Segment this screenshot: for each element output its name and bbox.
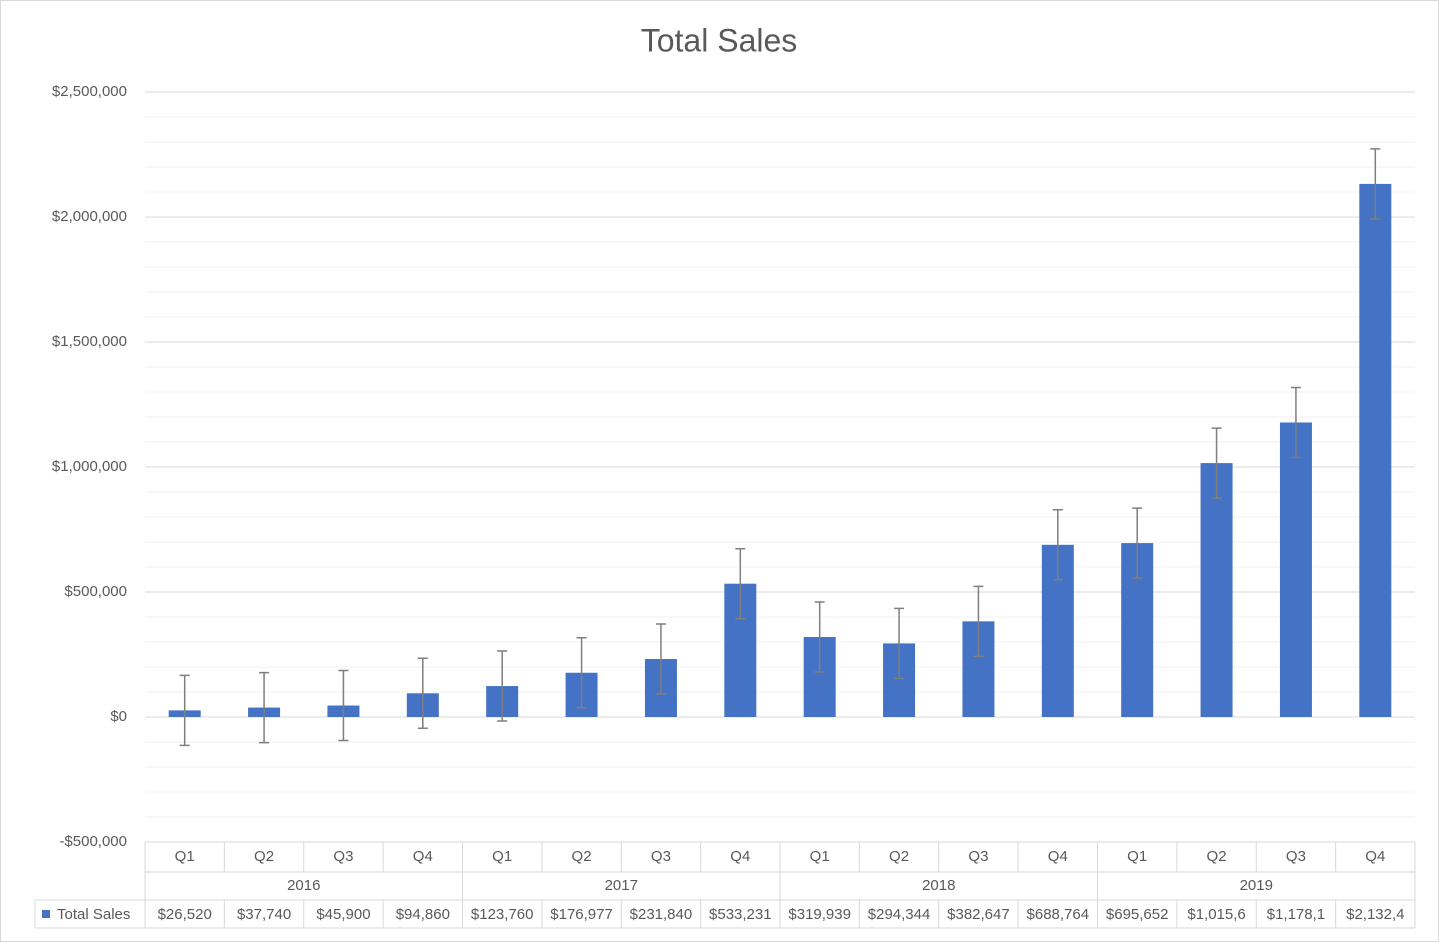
table-value: $533,231 bbox=[709, 906, 772, 923]
x-tick-label: Q3 bbox=[333, 848, 353, 865]
table-value: $688,764 bbox=[1027, 906, 1090, 923]
y-tick-label: $500,000 bbox=[64, 583, 127, 600]
x-tick-label: Q4 bbox=[1048, 848, 1068, 865]
x-tick-label: Q3 bbox=[1286, 848, 1306, 865]
error-bar bbox=[179, 674, 190, 747]
y-tick-label: $2,000,000 bbox=[52, 208, 127, 225]
error-bar bbox=[814, 601, 825, 673]
x-tick-label: Q2 bbox=[889, 848, 909, 865]
chart-title: Total Sales bbox=[641, 22, 798, 58]
table-value: $94,860 bbox=[396, 906, 450, 923]
error-bar bbox=[259, 671, 270, 744]
table-value: $1,178,1 bbox=[1267, 906, 1325, 923]
group-label: 2018 bbox=[922, 877, 955, 894]
error-bar bbox=[655, 623, 666, 695]
y-tick-label: $1,500,000 bbox=[52, 333, 127, 350]
x-tick-label: Q3 bbox=[968, 848, 988, 865]
bar bbox=[1279, 422, 1312, 717]
y-tick-label: $0 bbox=[110, 708, 127, 725]
y-tick-label: $1,000,000 bbox=[52, 458, 127, 475]
error-bar bbox=[497, 650, 508, 722]
table-value: $2,132,4 bbox=[1346, 906, 1404, 923]
group-label: 2019 bbox=[1240, 877, 1273, 894]
error-bar bbox=[1132, 507, 1143, 579]
table-value: $176,977 bbox=[550, 906, 613, 923]
y-tick-label: $2,500,000 bbox=[52, 83, 127, 100]
error-bar bbox=[1370, 148, 1381, 220]
bar bbox=[1359, 183, 1392, 717]
table-value: $45,900 bbox=[316, 906, 370, 923]
error-bar bbox=[576, 637, 587, 709]
x-tick-label: Q2 bbox=[1207, 848, 1227, 865]
x-tick-label: Q1 bbox=[1127, 848, 1147, 865]
table-value: $695,652 bbox=[1106, 906, 1169, 923]
table-value: $294,344 bbox=[868, 906, 931, 923]
table-value: $123,760 bbox=[471, 906, 534, 923]
x-tick-label: Q4 bbox=[730, 848, 750, 865]
x-tick-label: Q2 bbox=[572, 848, 592, 865]
x-tick-label: Q4 bbox=[1365, 848, 1385, 865]
table-value: $1,015,6 bbox=[1187, 906, 1245, 923]
error-bar bbox=[973, 585, 984, 658]
error-bar bbox=[338, 669, 349, 742]
x-tick-label: Q1 bbox=[492, 848, 512, 865]
legend-key bbox=[42, 910, 50, 918]
error-bar bbox=[894, 607, 905, 680]
group-label: 2016 bbox=[287, 877, 320, 894]
bar bbox=[1200, 463, 1233, 717]
x-tick-label: Q1 bbox=[175, 848, 195, 865]
error-bar bbox=[1211, 427, 1222, 499]
legend-label: Total Sales bbox=[57, 906, 130, 923]
x-tick-label: Q2 bbox=[254, 848, 274, 865]
error-bar bbox=[417, 657, 428, 730]
table-value: $319,939 bbox=[788, 906, 851, 923]
y-tick-label: -$500,000 bbox=[59, 833, 127, 850]
error-bar bbox=[1052, 509, 1063, 581]
table-value: $37,740 bbox=[237, 906, 291, 923]
x-tick-label: Q3 bbox=[651, 848, 671, 865]
error-bar bbox=[735, 547, 746, 620]
table-value: $231,840 bbox=[630, 906, 693, 923]
x-tick-label: Q1 bbox=[810, 848, 830, 865]
error-bar bbox=[1290, 386, 1301, 459]
table-value: $382,647 bbox=[947, 906, 1010, 923]
x-tick-label: Q4 bbox=[413, 848, 433, 865]
group-label: 2017 bbox=[605, 877, 638, 894]
table-value: $26,520 bbox=[158, 906, 212, 923]
